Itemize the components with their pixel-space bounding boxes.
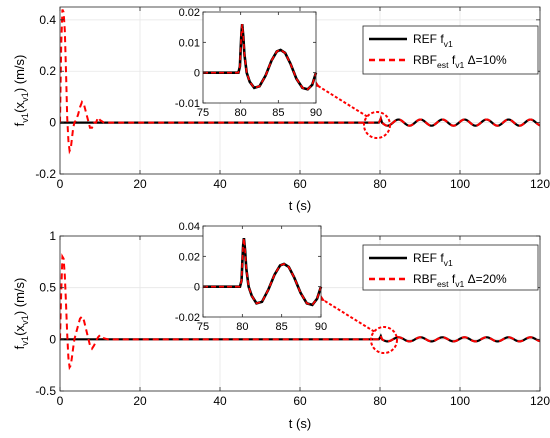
zoom-callout-arrow [311, 81, 368, 118]
y-tick-label: 0.2 [39, 64, 56, 78]
inset-y-tick-label: 0 [194, 68, 200, 80]
inset-y-tick-label: 0.02 [179, 7, 200, 19]
inset-y-tick-label: -0.02 [175, 312, 200, 324]
x-tick-label: 120 [530, 177, 550, 191]
series-rbf-line [60, 9, 540, 155]
inset-zoom: 75 80 85 90 -0.02 0 0.02 0.04 [175, 221, 327, 333]
y-tick-label: 0.5 [39, 281, 56, 295]
y-axis-label: fv1(xv1) (m/s) [12, 278, 30, 350]
x-tick-label: 100 [450, 394, 470, 408]
inset-x-tick-label: 80 [235, 107, 247, 119]
inset-plot-area [203, 226, 321, 317]
legend-label-1: REF fv1 [413, 32, 453, 49]
inset-x-tick-label: 90 [310, 107, 322, 119]
legend-box [362, 244, 539, 291]
x-tick-label: 40 [213, 177, 227, 191]
inset-x-tick-label: 75 [197, 321, 209, 333]
x-tick-label: 120 [530, 394, 550, 408]
y-tick-label: 0 [49, 116, 56, 130]
inset-y-tick-label: -0.01 [175, 98, 200, 110]
x-tick-label: 40 [213, 394, 227, 408]
inset-x-tick-label: 90 [315, 321, 327, 333]
inset-rbf-line [203, 238, 322, 306]
chart-1: 0 20 40 60 80 100 120-0.200.20.4t (s)fv1(xv1) … [12, 6, 550, 213]
legend: REF fv1 RBFest fv1 Δ=10% [362, 25, 539, 75]
inset-y-tick-label: 0.01 [179, 37, 200, 49]
y-tick-label: -0.2 [35, 167, 56, 181]
inset-y-tick-label: 0 [194, 282, 200, 294]
inset-x-tick-label: 80 [236, 321, 248, 333]
inset-zoom: 75 80 85 90 -0.01 0 0.01 0.02 [175, 7, 322, 119]
legend: REF fv1 RBFest fv1 Δ=20% [362, 244, 539, 291]
x-tick-label: 80 [373, 177, 387, 191]
inset-plot-area [203, 12, 316, 103]
zoom-callout-circle [370, 326, 398, 354]
chart-2: 0 20 40 60 80 100 120-0.500.51t (s)fv1(xv1) (m… [12, 221, 550, 431]
x-tick-label: 20 [133, 394, 147, 408]
x-axis-label: t (s) [289, 416, 311, 431]
y-tick-label: -0.5 [35, 384, 56, 398]
y-tick-label: 1 [49, 229, 56, 243]
inset-x-tick-label: 85 [276, 321, 288, 333]
x-tick-label: 0 [57, 394, 64, 408]
series-rbf-line [60, 253, 540, 371]
x-axis-label: t (s) [289, 198, 311, 213]
x-tick-label: 20 [133, 177, 147, 191]
y-axis-label: fv1(xv1) (m/s) [12, 55, 30, 127]
inset-x-tick-label: 85 [272, 107, 284, 119]
legend-label-2: RBFest fv1 Δ=10% [413, 53, 507, 70]
inset-axes-box [202, 11, 317, 104]
inset-x-tick-label: 75 [197, 107, 209, 119]
x-tick-label: 60 [293, 177, 307, 191]
y-tick-label: 0.4 [39, 13, 56, 27]
legend-box [362, 25, 539, 75]
x-tick-label: 100 [450, 177, 470, 191]
zoom-callout-arrow [316, 295, 375, 333]
x-tick-label: 0 [57, 177, 64, 191]
inset-y-tick-label: 0.02 [179, 251, 200, 263]
y-tick-label: 0 [49, 332, 56, 346]
x-tick-label: 80 [373, 394, 387, 408]
inset-axes-box [202, 225, 322, 318]
legend-label-1: REF fv1 [413, 251, 453, 268]
x-tick-label: 60 [293, 394, 307, 408]
zoom-callout-circle [363, 111, 391, 139]
inset-rbf-line [203, 24, 317, 91]
inset-y-tick-label: 0.04 [179, 221, 200, 233]
legend-label-2: RBFest fv1 Δ=20% [413, 272, 507, 289]
